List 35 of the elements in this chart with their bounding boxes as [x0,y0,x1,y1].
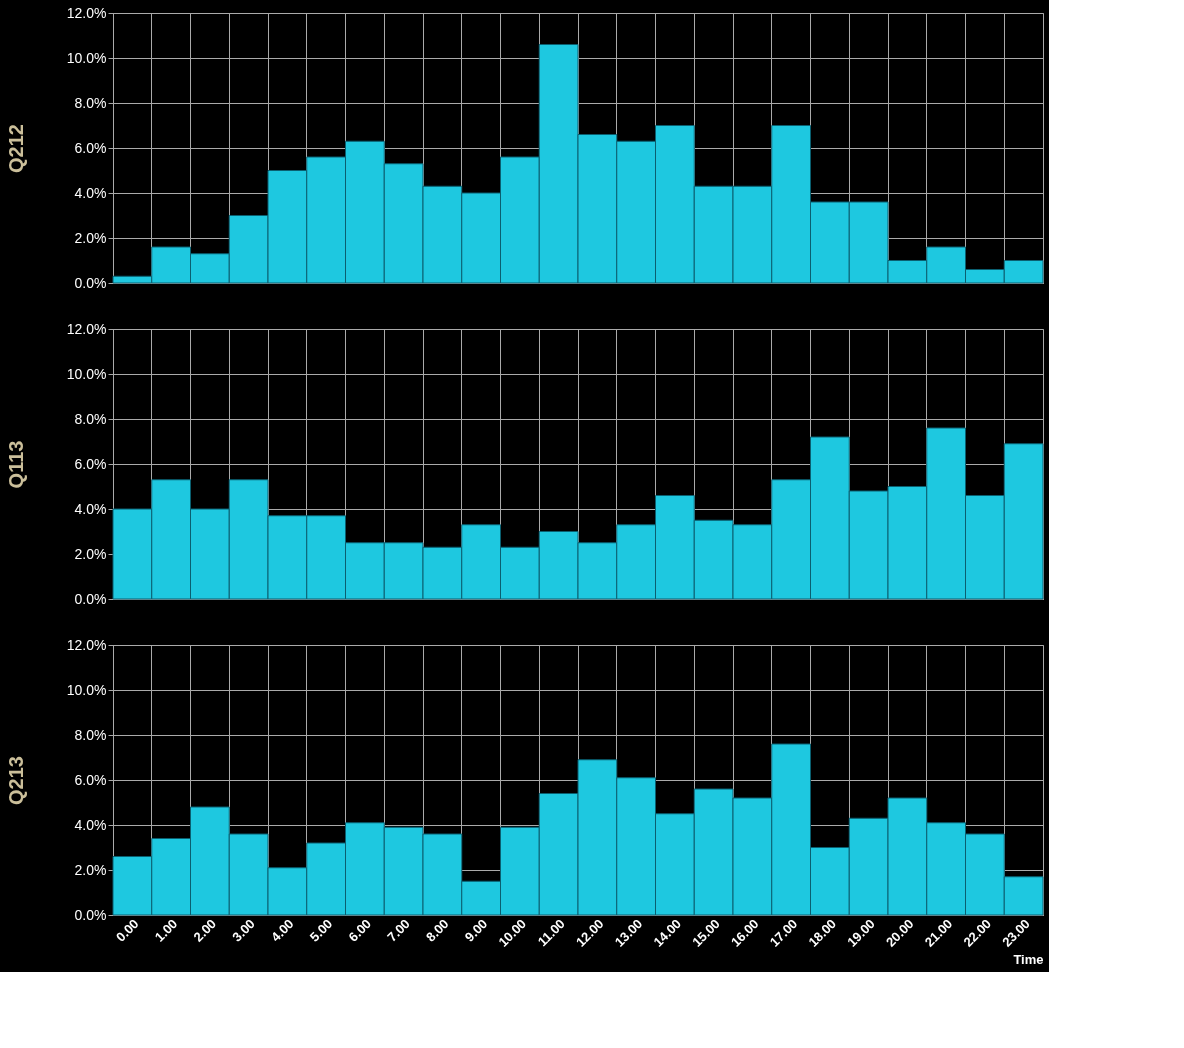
y-tick-label: 0.0% [74,274,107,291]
x-tick-label: 1.00 [151,916,181,945]
y-tick-label: 4.0% [74,500,107,517]
x-tick-label: 4.00 [268,916,297,945]
y-tick-label: 4.0% [74,816,107,833]
y-axis-title: Q212 [4,124,27,173]
y-tick-label: 8.0% [74,410,107,427]
y-tick-label: 8.0% [74,94,107,111]
x-tick-label: 6.00 [345,916,375,945]
x-tick-label: 2.00 [190,916,220,945]
y-tick-label: 6.0% [74,455,107,472]
y-tick-label: 0.0% [74,906,107,923]
y-tick-label: 10.0% [66,365,107,382]
y-tick-label: 4.0% [74,184,107,201]
y-tick-label: 2.0% [74,545,107,562]
y-tick-label: 6.0% [74,139,107,156]
y-tick-label: 6.0% [74,771,107,788]
x-axis-title: Time [1013,951,1044,967]
y-tick-label: 2.0% [74,861,107,878]
y-tick-label: 12.0% [66,320,107,337]
x-tick-label: 3.00 [229,916,258,945]
x-tick-label: 8.00 [423,916,452,945]
y-tick-label: 12.0% [66,4,107,21]
y-tick-label: 8.0% [74,726,107,743]
x-tick-label: 9.00 [461,916,491,945]
y-axis-title: Q113 [4,440,27,489]
x-tick-label: 7.00 [384,916,413,945]
y-tick-label: 2.0% [74,229,107,246]
x-tick-label: 5.00 [306,916,336,945]
y-tick-label: 0.0% [74,590,107,607]
y-tick-label: 10.0% [66,681,107,698]
y-axis-title: Q213 [4,756,27,805]
y-tick-label: 12.0% [66,636,107,653]
x-tick-label: 0.00 [113,916,142,945]
y-tick-label: 10.0% [66,49,107,66]
